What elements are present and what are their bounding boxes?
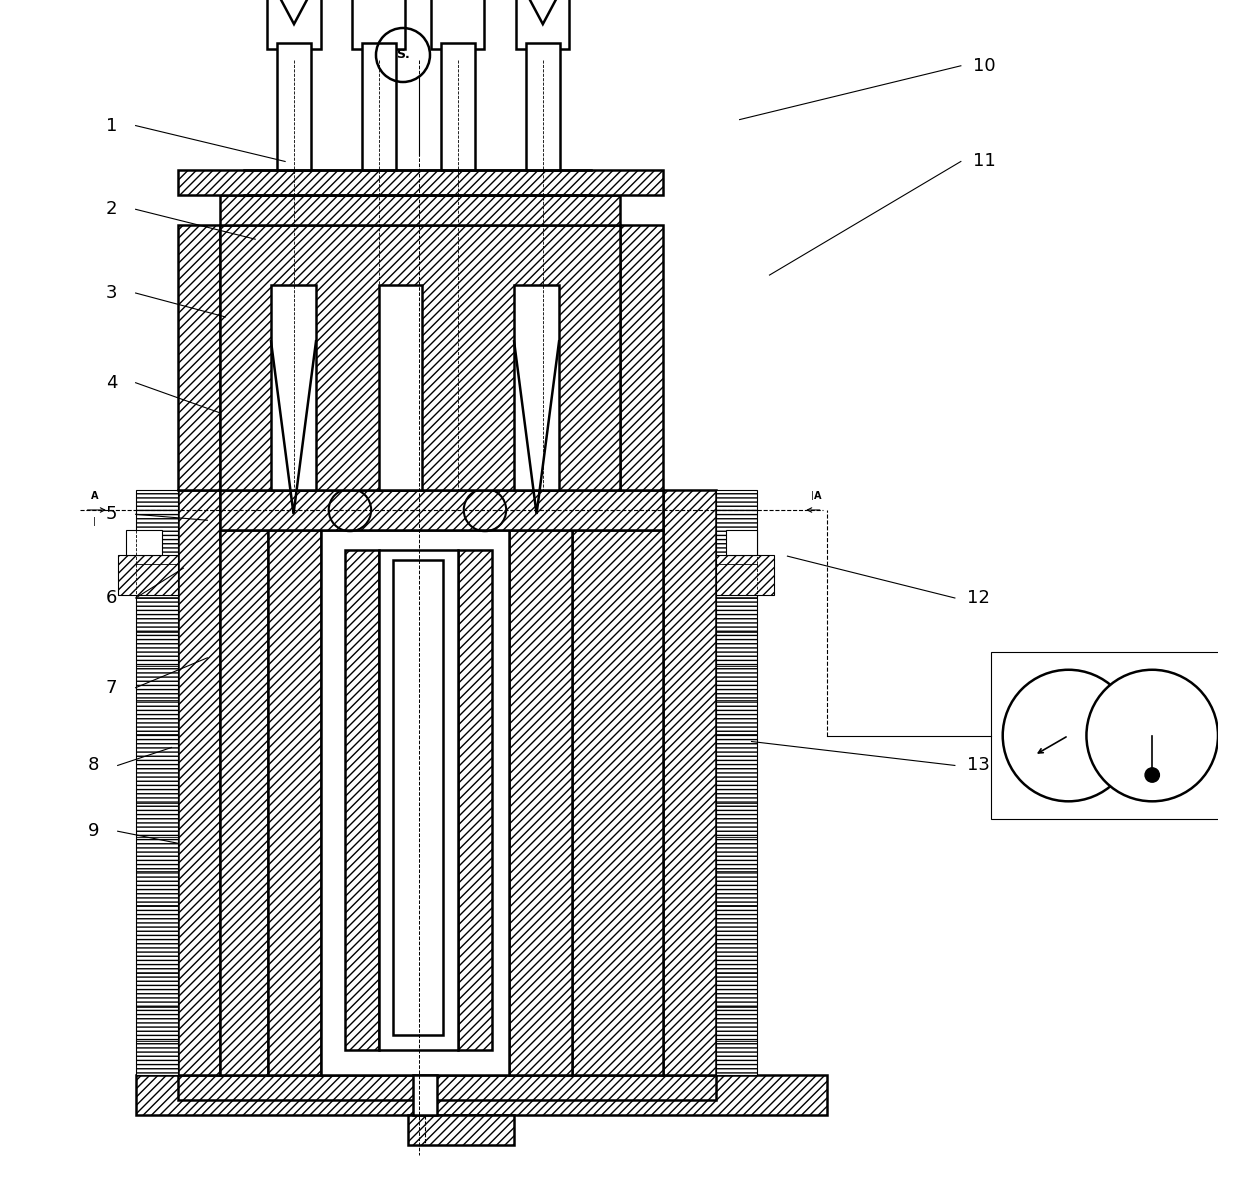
Bar (219, 530, 268, 1075)
Bar (379, 285, 423, 490)
Bar (352, 0, 405, 49)
Text: 3: 3 (105, 283, 118, 303)
Bar (513, 285, 559, 490)
Circle shape (1086, 670, 1218, 801)
Bar (179, 225, 219, 490)
Text: |: | (93, 518, 95, 526)
Text: 4: 4 (105, 373, 118, 392)
Text: 12: 12 (967, 588, 991, 608)
Bar (136, 1075, 827, 1115)
Text: 7: 7 (105, 678, 118, 697)
Bar (727, 530, 756, 555)
Bar (572, 530, 663, 1075)
Bar (991, 652, 1230, 819)
Bar (516, 0, 569, 49)
Text: 8: 8 (88, 756, 99, 775)
Circle shape (1003, 670, 1135, 801)
Bar (413, 1075, 436, 1115)
Bar (432, 0, 485, 49)
Text: A: A (813, 490, 821, 501)
Bar (717, 490, 756, 1075)
Bar (321, 530, 510, 1075)
Bar (268, 530, 321, 1075)
Bar (219, 195, 620, 225)
Text: S.: S. (396, 49, 410, 61)
Bar (268, 0, 320, 49)
Bar (379, 550, 458, 1050)
Bar (179, 490, 219, 1075)
Bar (219, 490, 663, 530)
Bar (179, 170, 663, 195)
Bar (458, 550, 492, 1050)
Text: 10: 10 (973, 56, 996, 75)
Bar (393, 560, 444, 1035)
Text: 9: 9 (88, 822, 99, 841)
Text: 1: 1 (105, 116, 118, 135)
Bar (277, 43, 311, 170)
Bar (119, 555, 179, 594)
Bar (362, 43, 396, 170)
Text: 13: 13 (967, 756, 991, 775)
Text: 11: 11 (973, 152, 996, 171)
Bar (620, 225, 663, 490)
Circle shape (1145, 768, 1159, 782)
Text: A: A (91, 490, 98, 501)
Text: |: | (811, 492, 815, 500)
Text: 6: 6 (105, 588, 118, 608)
Bar (526, 43, 559, 170)
Text: 5: 5 (105, 505, 118, 524)
Bar (408, 1115, 513, 1145)
Bar (345, 550, 379, 1050)
Bar (270, 285, 316, 490)
Bar (126, 530, 162, 555)
Bar (219, 225, 620, 490)
Bar (136, 490, 179, 1075)
Bar (663, 490, 717, 1075)
Bar (717, 555, 774, 594)
Bar (441, 43, 475, 170)
Text: 2: 2 (105, 200, 118, 219)
Bar (510, 530, 572, 1075)
Bar (179, 1075, 717, 1100)
